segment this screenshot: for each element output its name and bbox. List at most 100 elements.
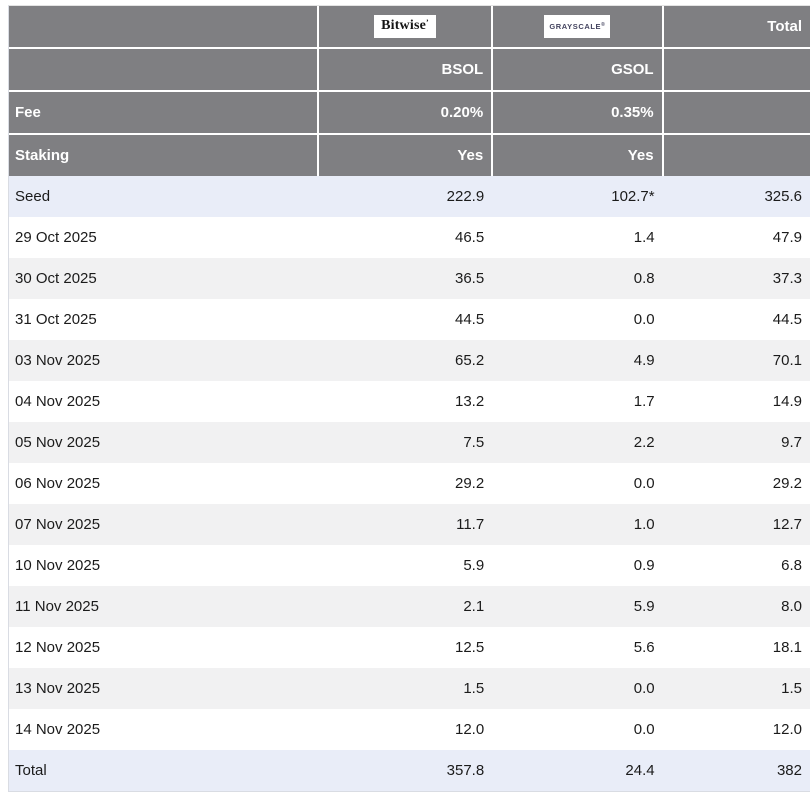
grayscale-logo: GRAYSCALE® xyxy=(544,14,611,39)
row-total-value: 14.9 xyxy=(772,393,802,410)
table-row: 13 Nov 2025 1.5 0.0 1.5 xyxy=(9,668,810,709)
row-total-value: 1.5 xyxy=(781,680,802,697)
header-total-label: Total xyxy=(662,6,810,49)
row-gsol-value: 0.0 xyxy=(633,475,655,492)
header-row-fee: Fee 0.20% 0.35% xyxy=(9,91,810,135)
header-bitwise-cell: Bitwise’ xyxy=(317,6,494,49)
row-bsol-value: 46.5 xyxy=(454,229,485,246)
row-bsol-value: 12.0 xyxy=(454,721,485,738)
row-total-value: 70.1 xyxy=(772,352,802,369)
row-bsol-value: 36.5 xyxy=(454,270,485,287)
ticker-bsol: BSOL xyxy=(317,48,494,92)
table-row: 10 Nov 2025 5.9 0.9 6.8 xyxy=(9,545,810,586)
bitwise-logo-mark: ’ xyxy=(426,18,429,27)
fee-label: Fee xyxy=(9,91,319,135)
row-gsol-value: 1.0 xyxy=(633,516,655,533)
row-total-value: 9.7 xyxy=(781,434,802,451)
table-row: 12 Nov 2025 12.5 5.6 18.1 xyxy=(9,627,810,668)
table-row: Seed 222.9 102.7* 325.6 xyxy=(9,176,810,217)
row-bsol-value: 357.8 xyxy=(446,762,485,779)
row-bsol-value: 13.2 xyxy=(454,393,485,410)
row-label: 11 Nov 2025 xyxy=(15,598,99,615)
row-bsol-value: 2.1 xyxy=(463,598,485,615)
bitwise-logo: Bitwise’ xyxy=(374,15,436,38)
row-gsol-value: 0.0 xyxy=(633,680,655,697)
table-row: 05 Nov 2025 7.5 2.2 9.7 xyxy=(9,422,810,463)
row-bsol-value: 222.9 xyxy=(446,188,485,205)
table-header: Bitwise’ GRAYSCALE® Total BSOL GSOL Fee … xyxy=(9,6,810,176)
row-total-value: 12.7 xyxy=(772,516,802,533)
row-label: Total xyxy=(15,762,47,779)
row-gsol-value: 1.4 xyxy=(633,229,655,246)
row-total-value: 325.6 xyxy=(764,188,802,205)
fee-total-blank xyxy=(662,91,810,135)
row-total-value: 382 xyxy=(776,762,802,779)
row-bsol-value: 12.5 xyxy=(454,639,485,656)
row-label: Seed xyxy=(15,188,51,205)
row-bsol-value: 1.5 xyxy=(463,680,485,697)
row-gsol-value: 0.9 xyxy=(633,557,655,574)
table-row: 03 Nov 2025 65.2 4.9 70.1 xyxy=(9,340,810,381)
row-bsol-value: 11.7 xyxy=(456,516,485,533)
row-bsol-value: 44.5 xyxy=(454,311,485,328)
ticker-total-blank xyxy=(662,48,810,92)
row-label: 05 Nov 2025 xyxy=(15,434,101,451)
row-total-value: 18.1 xyxy=(772,639,802,656)
row-gsol-value: 5.6 xyxy=(633,639,655,656)
header-grayscale-cell: GRAYSCALE® xyxy=(492,6,664,49)
table-row: 29 Oct 2025 46.5 1.4 47.9 xyxy=(9,217,810,258)
table-row: 04 Nov 2025 13.2 1.7 14.9 xyxy=(9,381,810,422)
row-gsol-value: 5.9 xyxy=(633,598,655,615)
row-gsol-value: 0.0 xyxy=(633,311,655,328)
row-label: 13 Nov 2025 xyxy=(15,680,101,697)
row-label: 29 Oct 2025 xyxy=(15,229,97,246)
row-label: 04 Nov 2025 xyxy=(15,393,101,410)
fee-gsol: 0.35% xyxy=(492,91,664,135)
ticker-row-blank xyxy=(9,48,319,92)
header-row-staking: Staking Yes Yes xyxy=(9,134,810,176)
ticker-gsol: GSOL xyxy=(492,48,664,92)
row-bsol-value: 5.9 xyxy=(463,557,485,574)
row-total-value: 6.8 xyxy=(781,557,802,574)
table-body: Seed 222.9 102.7* 325.6 29 Oct 2025 46.5… xyxy=(9,176,810,791)
row-label: 12 Nov 2025 xyxy=(15,639,101,656)
staking-bsol: Yes xyxy=(317,134,494,176)
row-total-value: 47.9 xyxy=(772,229,802,246)
row-total-value: 12.0 xyxy=(772,721,802,738)
row-total-value: 37.3 xyxy=(772,270,802,287)
row-label: 03 Nov 2025 xyxy=(15,352,101,369)
row-gsol-value: 1.7 xyxy=(633,393,655,410)
table-row: Total 357.8 24.4 382 xyxy=(9,750,810,791)
row-label: 31 Oct 2025 xyxy=(15,311,97,328)
row-gsol-value: 102.7* xyxy=(611,188,655,205)
row-bsol-value: 7.5 xyxy=(463,434,485,451)
header-row-tickers: BSOL GSOL xyxy=(9,48,810,92)
row-gsol-value: 4.9 xyxy=(633,352,655,369)
table-row: 06 Nov 2025 29.2 0.0 29.2 xyxy=(9,463,810,504)
row-gsol-value: 0.8 xyxy=(633,270,655,287)
row-total-value: 8.0 xyxy=(781,598,802,615)
fee-bsol: 0.20% xyxy=(317,91,494,135)
flows-table: Bitwise’ GRAYSCALE® Total BSOL GSOL Fee … xyxy=(9,6,810,791)
row-label: 07 Nov 2025 xyxy=(15,516,101,533)
row-bsol-value: 29.2 xyxy=(454,475,485,492)
row-bsol-value: 65.2 xyxy=(454,352,485,369)
row-gsol-value: 2.2 xyxy=(633,434,655,451)
header-corner-blank xyxy=(9,6,319,49)
header-row-logos: Bitwise’ GRAYSCALE® Total xyxy=(9,6,810,49)
etf-flows-table: Bitwise’ GRAYSCALE® Total BSOL GSOL Fee … xyxy=(8,5,810,792)
table-row: 14 Nov 2025 12.0 0.0 12.0 xyxy=(9,709,810,750)
row-label: 30 Oct 2025 xyxy=(15,270,97,287)
table-row: 11 Nov 2025 2.1 5.9 8.0 xyxy=(9,586,810,627)
row-total-value: 29.2 xyxy=(772,475,802,492)
table-row: 30 Oct 2025 36.5 0.8 37.3 xyxy=(9,258,810,299)
row-label: 06 Nov 2025 xyxy=(15,475,101,492)
table-row: 07 Nov 2025 11.7 1.0 12.7 xyxy=(9,504,810,545)
staking-total-blank xyxy=(662,134,810,176)
row-gsol-value: 0.0 xyxy=(633,721,655,738)
row-label: 10 Nov 2025 xyxy=(15,557,101,574)
table-row: 31 Oct 2025 44.5 0.0 44.5 xyxy=(9,299,810,340)
grayscale-logo-mark: ® xyxy=(601,21,606,28)
row-label: 14 Nov 2025 xyxy=(15,721,101,738)
row-gsol-value: 24.4 xyxy=(625,762,655,779)
